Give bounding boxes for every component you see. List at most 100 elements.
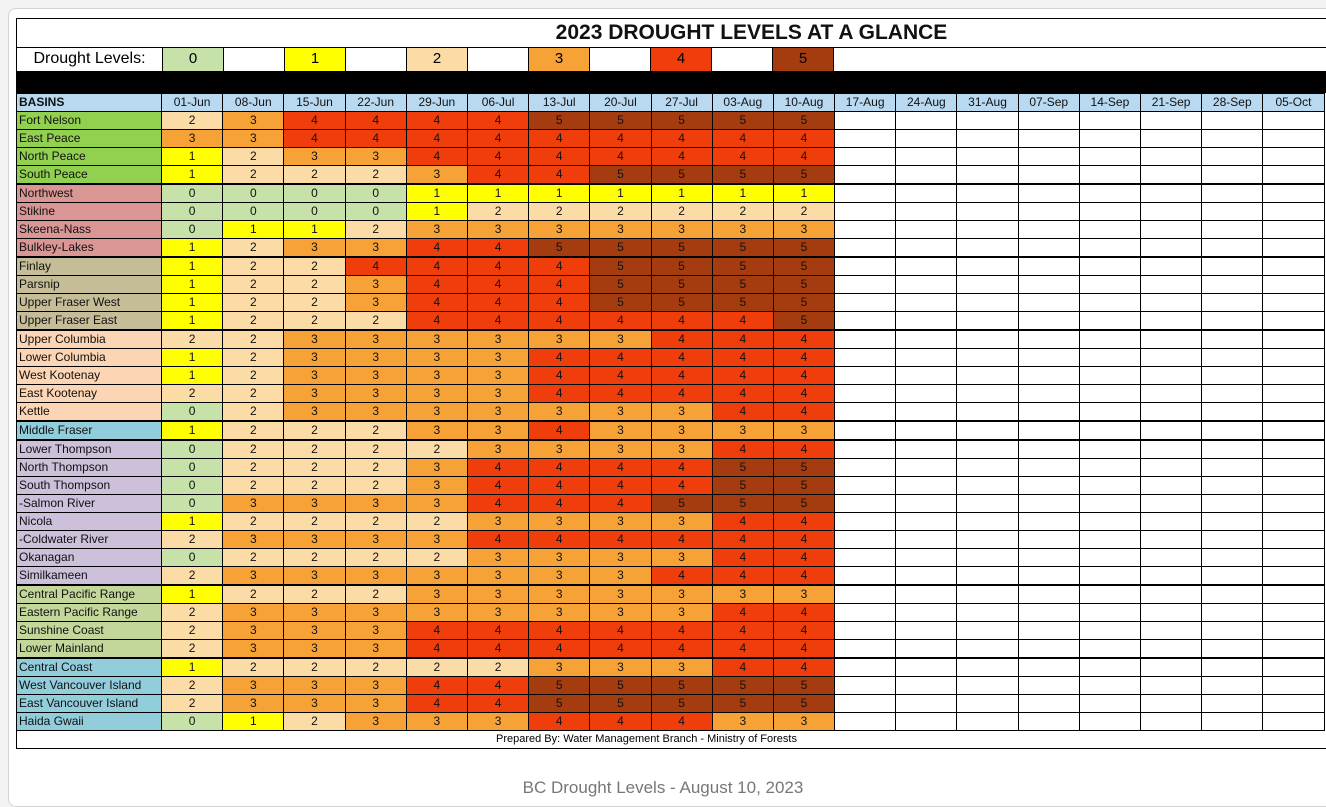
empty-cell: [1017, 329, 1080, 349]
basins-header: BASINS: [16, 93, 162, 112]
empty-cell: [1017, 402, 1080, 422]
drought-level-cell: 4: [711, 402, 774, 422]
drought-level-cell: 1: [160, 366, 224, 385]
drought-level-cell: 3: [528, 603, 591, 622]
empty-cell: [1201, 348, 1264, 367]
empty-cell: [1201, 657, 1264, 677]
basin-name: Kettle: [16, 402, 162, 422]
drought-level-cell: 2: [222, 584, 285, 604]
drought-level-cell: 2: [283, 584, 346, 604]
drought-level-cell: 3: [222, 111, 285, 130]
drought-level-cell: 3: [466, 348, 530, 367]
drought-level-cell: 5: [711, 111, 774, 130]
empty-cell: [1017, 348, 1080, 367]
drought-level-cell: 4: [528, 348, 591, 367]
legend-gap: [712, 48, 773, 71]
drought-level-cell: 2: [160, 694, 224, 713]
basin-name: South Peace: [16, 165, 162, 185]
empty-cell: [1017, 512, 1080, 531]
empty-cell: [834, 384, 897, 403]
empty-cell: [956, 566, 1019, 586]
drought-level-cell: 5: [711, 238, 774, 258]
drought-level-cell: 3: [528, 512, 591, 531]
drought-level-cell: 3: [344, 329, 407, 349]
empty-cell: [1139, 366, 1203, 385]
drought-level-cell: 5: [589, 275, 652, 294]
table-row: -Coldwater River 2 3 3 3 3 4 4 4 4 4 4: [16, 530, 1325, 549]
date-header: 29-Jun: [405, 93, 468, 112]
drought-level-cell: 4: [589, 311, 652, 331]
empty-cell: [1262, 366, 1325, 385]
drought-level-cell: 2: [222, 657, 285, 677]
empty-cell: [895, 238, 958, 258]
empty-cell: [834, 639, 897, 659]
empty-cell: [1017, 275, 1080, 294]
drought-level-cell: 4: [711, 639, 774, 659]
drought-level-cell: 5: [589, 165, 652, 185]
drought-level-cell: 4: [589, 129, 652, 148]
empty-cell: [1262, 202, 1325, 221]
empty-cell: [895, 439, 958, 459]
drought-level-cell: 2: [222, 548, 285, 567]
empty-cell: [1262, 129, 1325, 148]
drought-level-cell: 2: [283, 311, 346, 331]
drought-level-cell: 4: [589, 712, 652, 731]
empty-cell: [956, 458, 1019, 477]
empty-cell: [1201, 256, 1264, 276]
empty-cell: [1262, 384, 1325, 403]
drought-level-cell: 2: [222, 439, 285, 459]
drought-level-cell: 4: [711, 621, 774, 640]
drought-level-cell: 2: [222, 458, 285, 477]
drought-level-cell: 5: [711, 165, 774, 185]
drought-level-cell: 3: [405, 420, 468, 441]
empty-cell: [895, 366, 958, 385]
date-header: 27-Jul: [650, 93, 713, 112]
empty-cell: [1201, 329, 1264, 349]
drought-level-cell: 5: [650, 275, 713, 294]
image-caption: BC Drought Levels - August 10, 2023: [522, 778, 804, 797]
drought-level-cell: 3: [222, 639, 285, 659]
drought-level-cell: 3: [283, 639, 346, 659]
drought-level-cell: 3: [466, 220, 530, 239]
drought-level-cell: 5: [772, 111, 836, 130]
table-row: Lower Thompson 0 2 2 2 2 3 3 3 3 4 4: [16, 439, 1325, 459]
empty-cell: [1017, 494, 1080, 513]
drought-level-cell: 5: [772, 165, 836, 185]
empty-cell: [1078, 275, 1142, 294]
drought-level-cell: 3: [650, 439, 713, 459]
drought-level-cell: 5: [772, 476, 836, 495]
empty-cell: [1201, 603, 1264, 622]
drought-level-cell: 2: [344, 476, 407, 495]
table-row: Eastern Pacific Range 2 3 3 3 3 3 3 3 3 4 4: [16, 603, 1325, 622]
drought-level-cell: 2: [283, 512, 346, 531]
date-header: 21-Sep: [1139, 93, 1203, 112]
table-row: Central Pacific Range 1 2 2 2 3 3 3 3 3 3 3: [16, 584, 1325, 604]
empty-cell: [1017, 621, 1080, 640]
drought-level-cell: 3: [405, 712, 468, 731]
drought-level-cell: 4: [466, 494, 530, 513]
drought-level-cell: 2: [222, 366, 285, 385]
drought-level-cell: 4: [466, 639, 530, 659]
drought-level-cell: 5: [589, 694, 652, 713]
drought-level-cell: 2: [222, 348, 285, 367]
drought-level-cell: 0: [160, 712, 224, 731]
empty-cell: [1262, 348, 1325, 367]
empty-cell: [1201, 476, 1264, 495]
drought-level-cell: 2: [160, 384, 224, 403]
empty-cell: [1201, 183, 1264, 203]
drought-level-cell: 0: [160, 439, 224, 459]
drought-level-cell: 5: [711, 293, 774, 312]
date-header: 08-Jun: [222, 93, 285, 112]
drought-level-cell: 1: [528, 183, 591, 203]
empty-cell: [1017, 293, 1080, 312]
drought-level-cell: 4: [405, 147, 468, 166]
empty-cell: [1201, 111, 1264, 130]
drought-level-cell: 4: [405, 676, 468, 695]
empty-cell: [1078, 293, 1142, 312]
drought-level-cell: 1: [160, 512, 224, 531]
date-header: 28-Sep: [1201, 93, 1264, 112]
drought-level-cell: 2: [222, 329, 285, 349]
drought-level-cell: 4: [711, 129, 774, 148]
drought-level-cell: 2: [344, 548, 407, 567]
empty-cell: [895, 202, 958, 221]
